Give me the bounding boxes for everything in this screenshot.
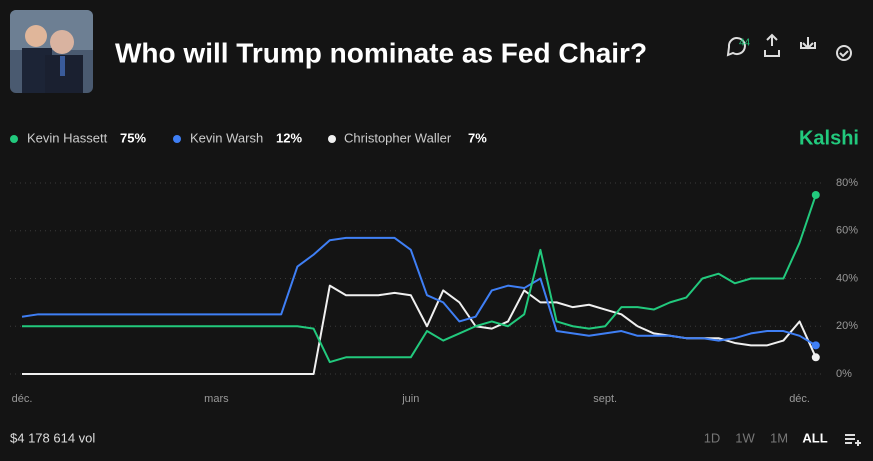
volume: $4 178 614 vol (10, 430, 95, 445)
share-button[interactable] (764, 33, 780, 57)
x-tick-label: sept. (593, 393, 617, 405)
y-tick-label: 60% (836, 225, 858, 237)
range-button[interactable]: 1D (704, 430, 721, 445)
list-icon[interactable] (845, 434, 861, 446)
y-tick-label: 40% (836, 272, 858, 284)
end-dot (811, 353, 820, 362)
legend-name: Kevin Warsh (190, 130, 263, 145)
download-button[interactable] (800, 37, 816, 50)
comment-button[interactable] (726, 37, 746, 57)
legend-name: Kevin Hassett (27, 130, 108, 145)
legend-dot (173, 135, 181, 143)
title: Who will Trump nominate as Fed Chair? (115, 37, 647, 68)
range-button[interactable]: 1W (735, 430, 755, 445)
legend-value: 75% (120, 130, 146, 145)
series-line (22, 284, 817, 375)
x-tick-label: déc. (12, 393, 33, 405)
end-dot (811, 190, 820, 199)
series-line (21, 236, 817, 347)
x-tick-label: mars (204, 393, 229, 405)
range-button[interactable]: ALL (802, 430, 827, 445)
legend-dot (328, 135, 336, 143)
legend-name: Christopher Waller (344, 130, 452, 145)
end-dot (811, 341, 820, 350)
legend-value: 7% (468, 130, 487, 145)
legend-value: 12% (276, 130, 302, 145)
comment-count: 44 (739, 38, 751, 49)
market-image (10, 10, 93, 93)
legend-dot (10, 135, 18, 143)
brand: Kalshi (799, 127, 859, 149)
x-tick-label: juin (401, 393, 419, 405)
y-tick-label: 20% (836, 320, 858, 332)
series-line (22, 194, 817, 364)
x-tick-label: déc. (789, 393, 810, 405)
y-tick-label: 80% (836, 177, 858, 189)
y-tick-label: 0% (836, 368, 852, 380)
range-button[interactable]: 1M (770, 430, 788, 445)
check-button[interactable] (836, 45, 852, 61)
